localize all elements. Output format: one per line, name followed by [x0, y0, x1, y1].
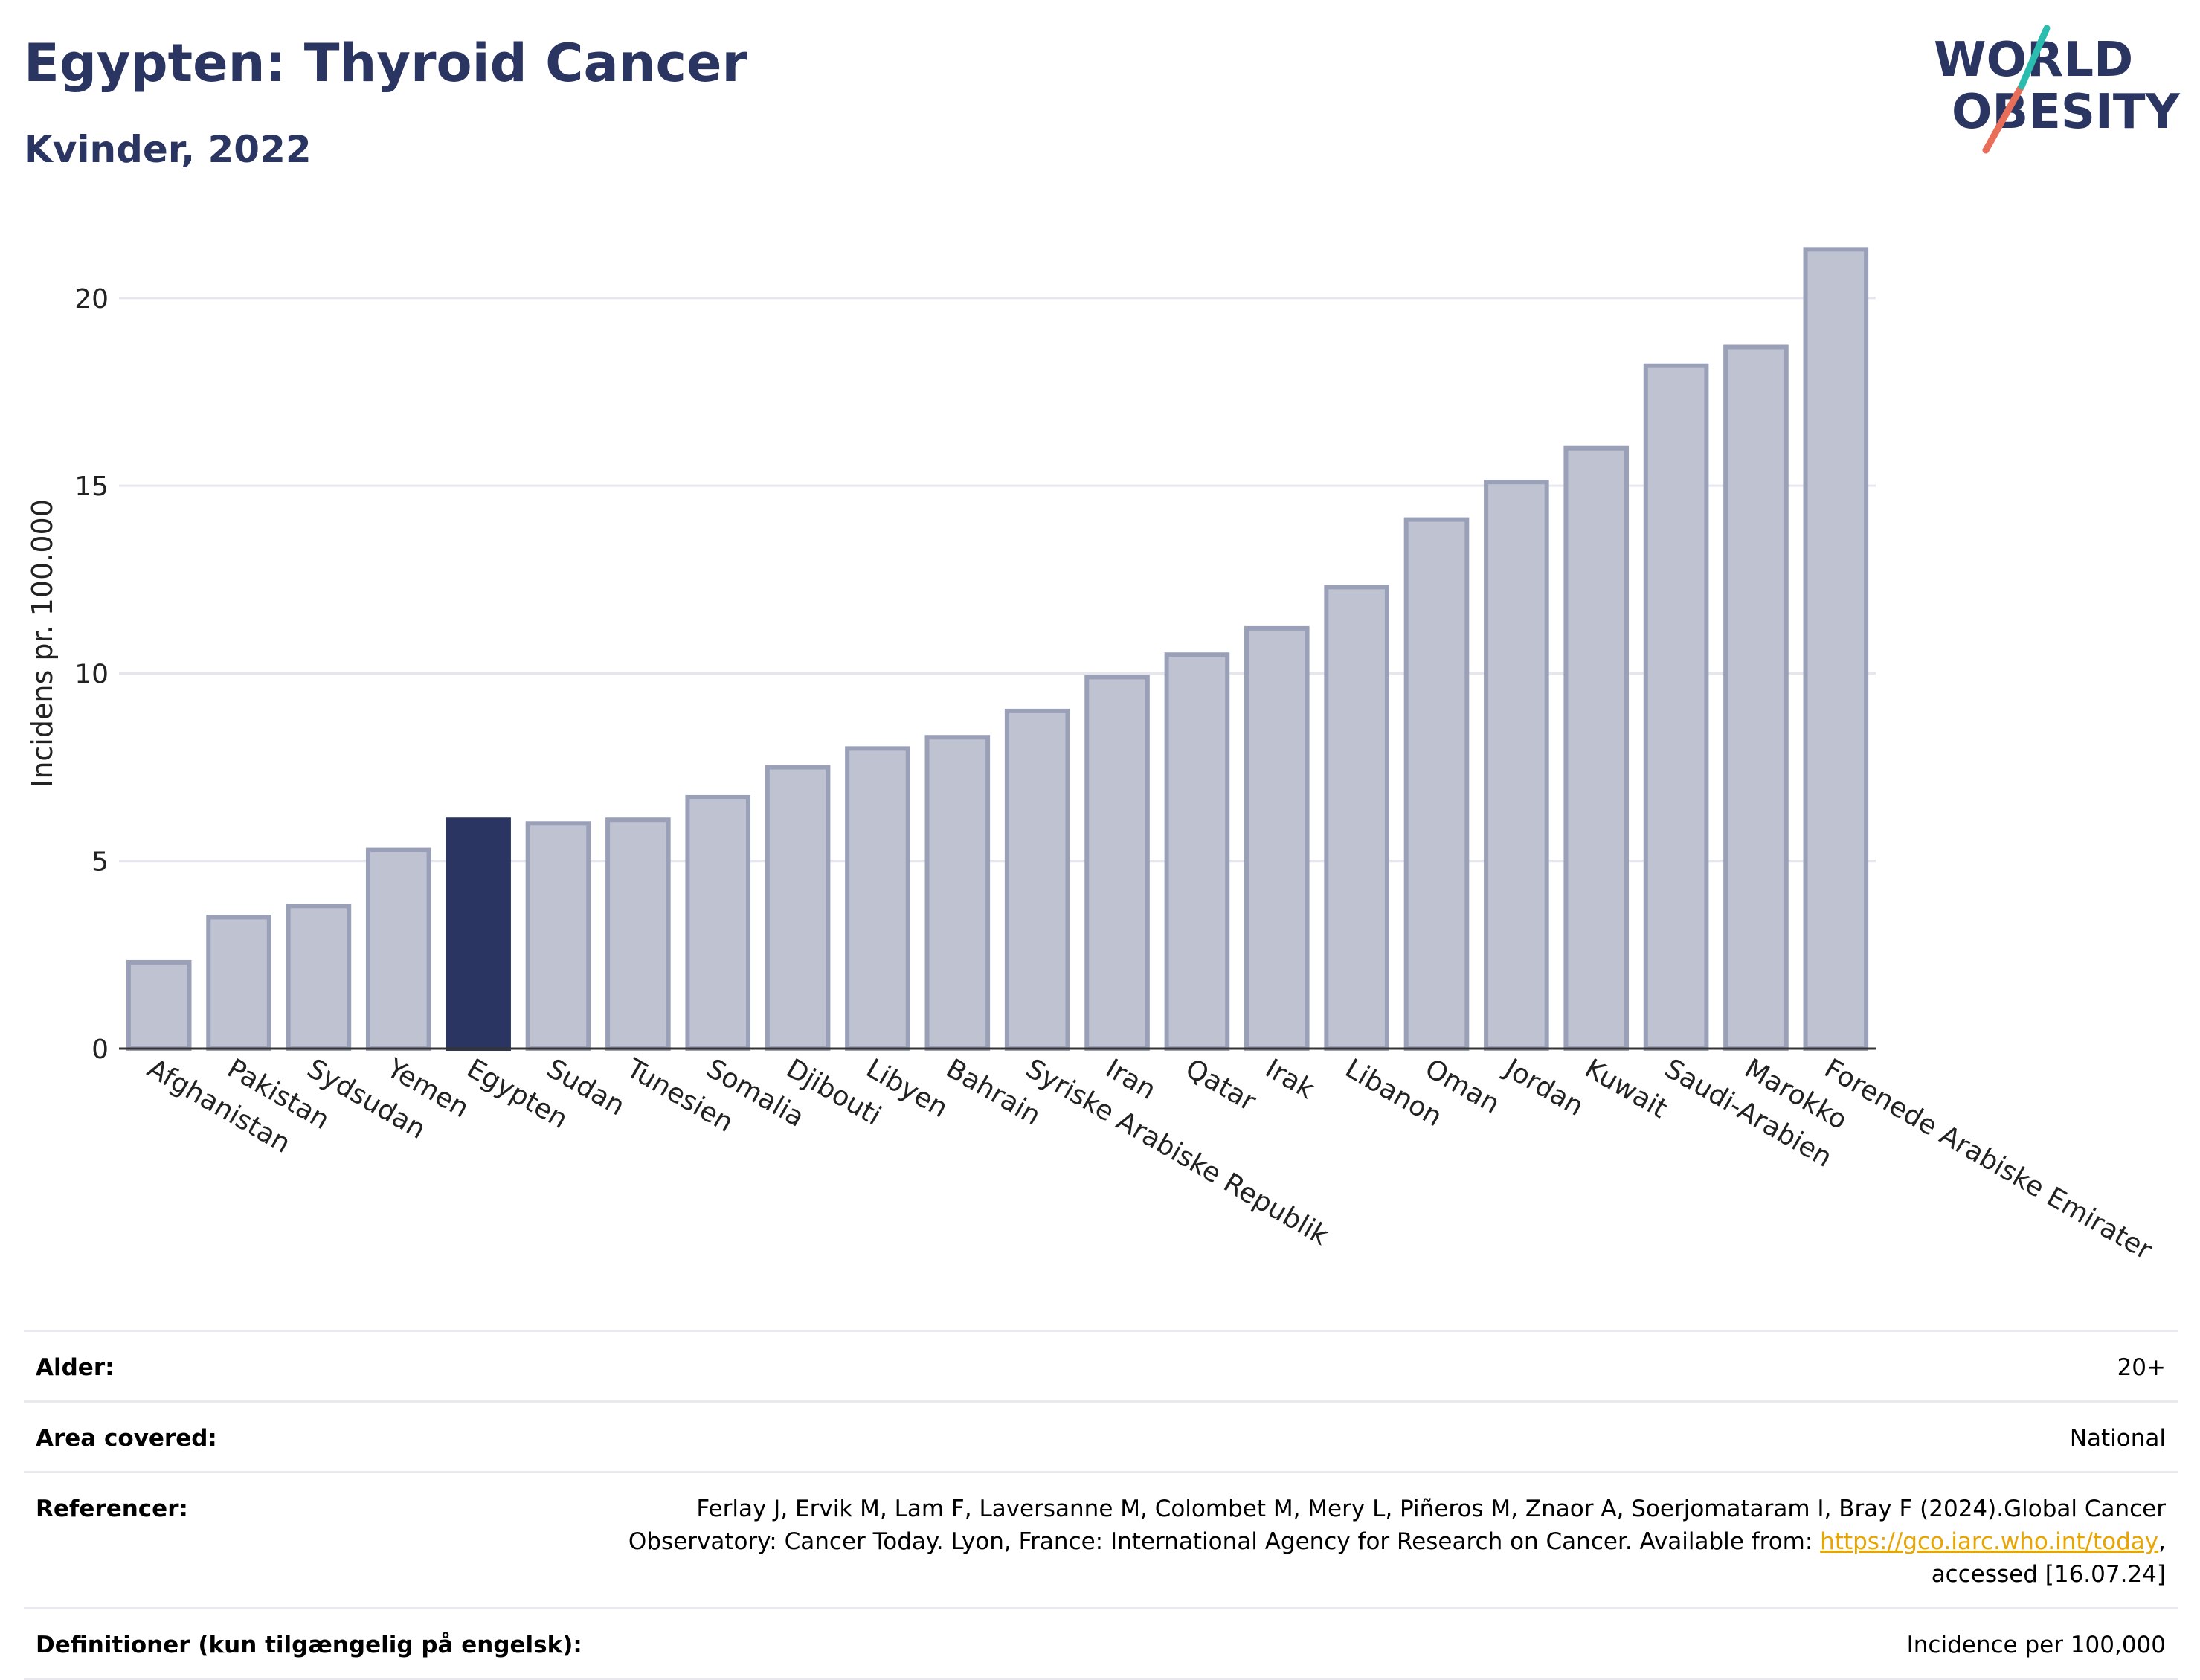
y-tick-label: 20	[74, 284, 109, 315]
bar-libanon	[1324, 585, 1389, 1051]
x-tick-labels: AfghanistanPakistanSydsudanYemenEgyptenS…	[142, 1052, 2157, 1266]
reference-text-1: Ferlay J, Ervik M, Lam F, Laversanne M, …	[696, 1496, 2166, 1522]
area-value: National	[2069, 1425, 2166, 1452]
info-row-references: Referencer: Ferlay J, Ervik M, Lam F, La…	[24, 1471, 2178, 1607]
bar-libyen	[845, 746, 910, 1051]
bar-syriske-arabiske-republik	[1004, 708, 1070, 1052]
bars	[126, 247, 1869, 1052]
logo-slash-upper	[2018, 25, 2051, 90]
bar-jordan	[1484, 480, 1549, 1051]
reference-text-4: accessed [16.07.24]	[1931, 1561, 2166, 1588]
y-tick-label: 15	[74, 472, 109, 502]
bar-saudi-arabien	[1643, 363, 1709, 1051]
bar-bahrain	[924, 735, 991, 1052]
bar-marokko	[1723, 344, 1789, 1051]
reference-text-2: Observatory: Cancer Today. Lyon, France:…	[628, 1528, 1821, 1555]
bar-yemen	[365, 847, 431, 1052]
y-tick-label: 10	[74, 659, 109, 689]
logo-line2: OBESITY	[1952, 85, 2180, 140]
bar-sydsudan	[286, 904, 352, 1051]
bar-tunesien	[605, 817, 671, 1052]
definitions-label: Definitioner (kun tilgængelig på engelsk…	[36, 1632, 582, 1658]
world-obesity-logo: WORLD OBESITY	[1934, 25, 2180, 154]
y-tick-labels: 0 5 10 15 20	[74, 284, 109, 1065]
x-tick-label: Kuwait	[1580, 1053, 1673, 1124]
x-tick-label: Jordan	[1499, 1052, 1589, 1122]
reference-link[interactable]: https://gco.iarc.who.int/today	[1820, 1528, 2159, 1555]
bar-oman	[1403, 517, 1470, 1051]
x-tick-label: Irak	[1260, 1053, 1319, 1105]
area-label: Area covered:	[36, 1425, 217, 1452]
bar-pakistan	[206, 915, 271, 1051]
bar-forenede-arabiske-emirater	[1803, 247, 1869, 1051]
page-subtitle: Kvinder, 2022	[24, 128, 312, 171]
info-table: Alder: 20+ Area covered: National Refere…	[24, 1330, 2178, 1680]
info-row-area: Area covered: National	[24, 1400, 2178, 1471]
reference-text-3: ,	[2158, 1528, 2166, 1555]
bar-somalia	[685, 794, 751, 1052]
bar-irak	[1244, 625, 1310, 1051]
y-tick-label: 0	[91, 1034, 109, 1065]
info-row-age: Alder: 20+	[24, 1330, 2178, 1400]
page-title: Egypten: Thyroid Cancer	[24, 33, 748, 94]
x-tick-label: Forenede Arabiske Emirater	[1819, 1053, 2158, 1266]
bar-egypten	[446, 817, 511, 1052]
age-label: Alder:	[36, 1354, 115, 1381]
bar-qatar	[1164, 652, 1230, 1051]
bar-kuwait	[1563, 445, 1630, 1051]
age-value: 20+	[2117, 1354, 2166, 1381]
bar-iran	[1084, 675, 1150, 1051]
bar-djibouti	[765, 765, 831, 1052]
references-label: Referencer:	[36, 1496, 188, 1522]
x-tick-label: Qatar	[1180, 1053, 1261, 1117]
bar-chart: 0 5 10 15 20 AfghanistanPakistanSydsudanYeme…	[26, 247, 2157, 1266]
references-value: Ferlay J, Ervik M, Lam F, Laversanne M, …	[628, 1493, 2166, 1591]
logo-slash-lower	[1982, 83, 2025, 154]
bar-sudan	[525, 821, 591, 1051]
info-row-definitions: Definitioner (kun tilgængelig på engelsk…	[24, 1607, 2178, 1680]
bar-afghanistan	[126, 959, 192, 1052]
definitions-value: Incidence per 100,000	[1906, 1632, 2166, 1658]
y-tick-label: 5	[91, 847, 109, 878]
y-axis-label: Incidens pr. 100.000	[26, 499, 59, 788]
